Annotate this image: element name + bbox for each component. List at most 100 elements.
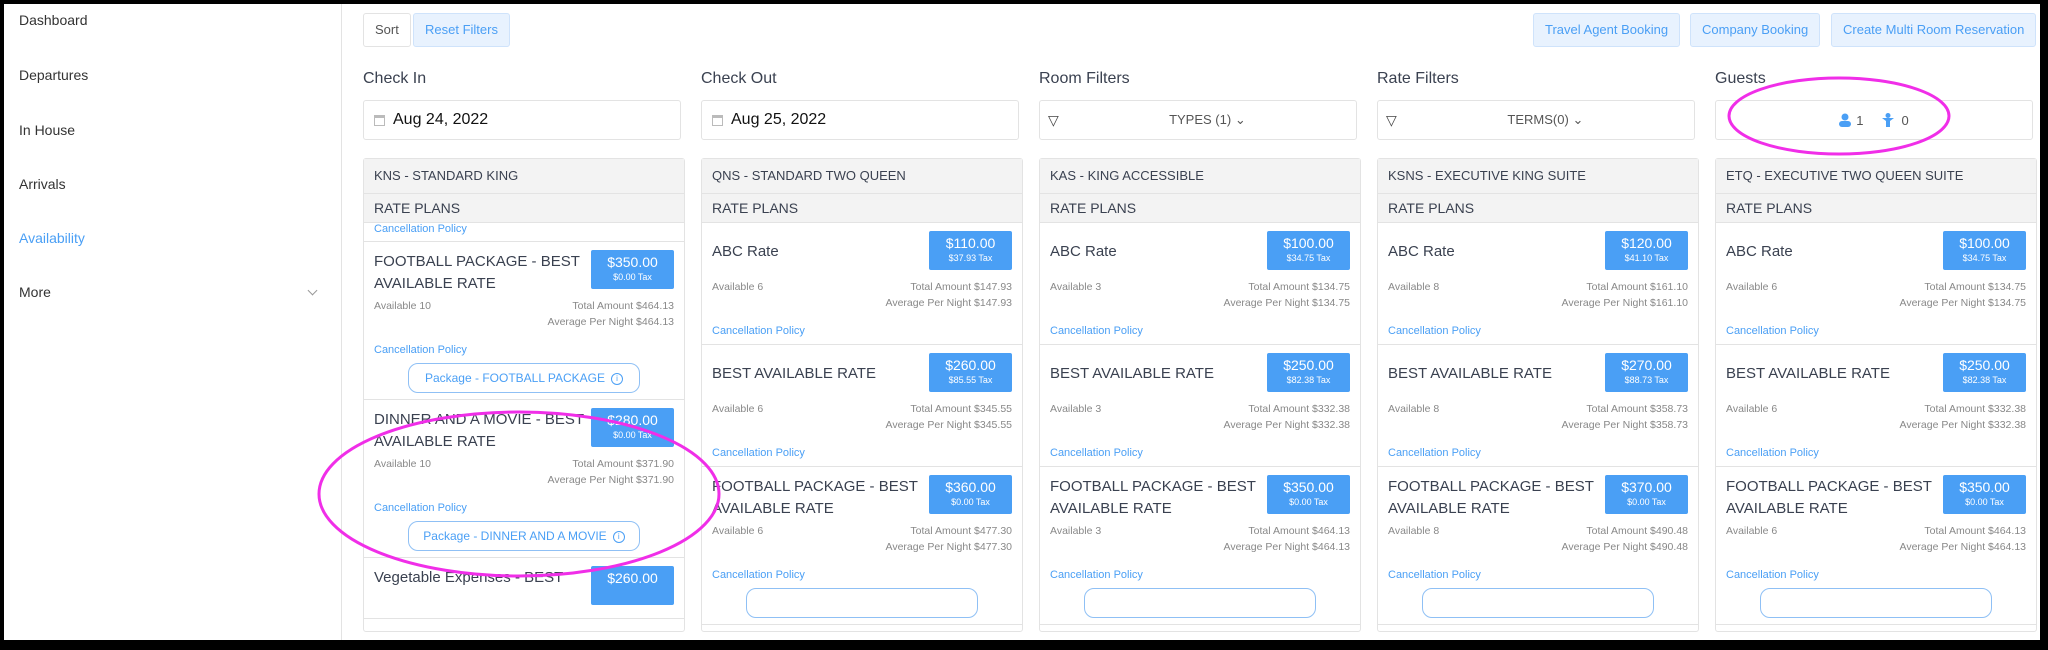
cancellation-policy-link[interactable]: Cancellation Policy — [1726, 569, 1819, 581]
chevron-down-icon[interactable] — [307, 285, 318, 296]
rate-price-button[interactable]: $260.00 $85.55 Tax — [929, 353, 1012, 392]
sidebar-item-in-house[interactable]: In House — [19, 122, 76, 138]
rate-plan-details: Available 10 Total Amount $371.90 Average … — [374, 456, 674, 488]
sidebar-item-dashboard[interactable]: Dashboard — [19, 12, 88, 28]
cancellation-policy-link[interactable]: Cancellation Policy — [1388, 447, 1481, 459]
cancellation-policy-link[interactable]: Cancellation Policy — [712, 447, 805, 459]
cancellation-policy-link[interactable]: Cancellation Policy — [1726, 447, 1819, 459]
rate-plan-item: Vegetable Expenses - BEST $260.00 — [364, 558, 684, 619]
sidebar-item-departures[interactable]: Departures — [19, 67, 89, 83]
cancellation-policy-link[interactable]: Cancellation Policy — [374, 223, 467, 235]
package-button[interactable] — [1422, 588, 1654, 618]
rate-plan-details: Available 8 Total Amount $358.73 Average P… — [1388, 401, 1688, 433]
average-per-night: Average Per Night $332.38 — [1223, 419, 1350, 431]
availability-count: Available 10 — [374, 458, 432, 470]
sort-button[interactable]: Sort — [363, 13, 411, 47]
cancellation-policy-link[interactable]: Cancellation Policy — [1050, 447, 1143, 459]
rate-plan-details: Available 8 Total Amount $161.10 Average P… — [1388, 279, 1688, 311]
rate-tax: $0.00 Tax — [951, 497, 990, 507]
rate-price-button[interactable]: $100.00 $34.75 Tax — [1267, 231, 1350, 270]
package-button[interactable]: Package - DINNER AND A MOVIE i — [408, 521, 640, 551]
cancellation-policy-link[interactable]: Cancellation Policy — [1050, 325, 1143, 337]
package-button[interactable] — [1084, 588, 1316, 618]
cancellation-policy-link[interactable]: Cancellation Policy — [1726, 325, 1819, 337]
package-button[interactable]: Package - FOOTBALL PACKAGE i — [408, 363, 640, 393]
app-window: Dashboard Departures In House Arrivals A… — [4, 4, 2040, 640]
rate-plan-item: BEST AVAILABLE RATE $270.00 $88.73 Tax Avai… — [1378, 345, 1698, 467]
rate-price-button[interactable]: $110.00 $37.93 Tax — [929, 231, 1012, 270]
rate-price-button[interactable]: $370.00 $0.00 Tax — [1605, 475, 1688, 514]
travel-agent-booking-button[interactable]: Travel Agent Booking — [1533, 13, 1681, 47]
availability-main: Sort Reset Filters Travel Agent Booking … — [363, 4, 2040, 640]
cancellation-policy-link[interactable]: Cancellation Policy — [1050, 569, 1143, 581]
rate-price-button[interactable]: $100.00 $34.75 Tax — [1943, 231, 2026, 270]
package-label: Package - FOOTBALL PACKAGE — [424, 371, 606, 385]
room-filters-select[interactable]: ▽ TYPES (1) ⌄ — [1039, 100, 1357, 140]
rate-plan-details: Available 10 Total Amount $464.13 Average … — [374, 298, 674, 330]
rate-plan-item: ABC Rate $120.00 $41.10 Tax Available 8 Tota… — [1378, 223, 1698, 345]
cancellation-policy-link[interactable]: Cancellation Policy — [1388, 569, 1481, 581]
sidebar-item-more[interactable]: More — [19, 284, 51, 300]
rate-plan-list[interactable]: ABC Rate $110.00 $37.93 Tax Available 6 Tota… — [702, 223, 1022, 625]
check-in-field[interactable]: Aug 24, 2022 — [363, 100, 681, 140]
rate-price-button[interactable]: $250.00 $82.38 Tax — [1943, 353, 2026, 392]
rate-price-button[interactable]: $270.00 $88.73 Tax — [1605, 353, 1688, 392]
rate-totals: Total Amount $332.38 Average Per Night $3… — [1224, 401, 1350, 433]
cancellation-policy-link[interactable]: Cancellation Policy — [712, 325, 805, 337]
guests-field[interactable]: 1 0 — [1715, 100, 2033, 140]
rate-price: $280.00 — [607, 412, 658, 428]
rate-plan-list[interactable]: ABC Rate $120.00 $41.10 Tax Available 8 Tota… — [1378, 223, 1698, 625]
check-out-value: Aug 25, 2022 — [731, 111, 827, 128]
cancellation-policy-link[interactable]: Cancellation Policy — [712, 569, 805, 581]
rate-plans-header: RATE PLANS — [1040, 194, 1360, 223]
company-booking-button[interactable]: Company Booking — [1690, 13, 1821, 47]
rate-plan-item: FOOTBALL PACKAGE - BEST AVAILABLE RATE $3… — [1716, 467, 2036, 625]
rate-price-button[interactable]: $250.00 $82.38 Tax — [1267, 353, 1350, 392]
average-per-night: Average Per Night $134.75 — [1899, 297, 2026, 309]
rate-tax: $34.75 Tax — [1286, 253, 1331, 263]
room-filters-value: TYPES (1) — [1169, 112, 1232, 127]
rate-totals: Total Amount $464.13 Average Per Night $4… — [1224, 523, 1350, 555]
average-per-night: Average Per Night $161.10 — [1561, 297, 1688, 309]
calendar-icon — [374, 114, 385, 126]
rate-price-button[interactable]: $120.00 $41.10 Tax — [1605, 231, 1688, 270]
cancellation-policy-link[interactable]: Cancellation Policy — [374, 344, 467, 356]
check-out-field[interactable]: Aug 25, 2022 — [701, 100, 1019, 140]
rate-plan-list[interactable]: ABC Rate $100.00 $34.75 Tax Available 3 Tota… — [1040, 223, 1360, 625]
reset-filters-button[interactable]: Reset Filters — [413, 13, 510, 47]
rate-price-button[interactable]: $280.00 $0.00 Tax — [591, 408, 674, 447]
sidebar-item-availability[interactable]: Availability — [19, 230, 85, 246]
rate-price-button[interactable]: $350.00 $0.00 Tax — [1943, 475, 2026, 514]
total-amount: Total Amount $147.93 — [910, 281, 1012, 293]
rate-filters-select[interactable]: ▽ TERMS(0) ⌄ — [1377, 100, 1695, 140]
availability-count: Available 6 — [1726, 281, 1778, 293]
rate-price-button[interactable]: $350.00 $0.00 Tax — [591, 250, 674, 289]
rate-plan-details: Available 6 Total Amount $332.38 Average P… — [1726, 401, 2026, 433]
total-amount: Total Amount $332.38 — [1248, 403, 1350, 415]
rate-totals: Total Amount $147.93 Average Per Night $1… — [886, 279, 1012, 311]
rate-price-button[interactable]: $360.00 $0.00 Tax — [929, 475, 1012, 514]
rate-plan-item: ABC Rate $100.00 $34.75 Tax Available 6 Tota… — [1716, 223, 2036, 345]
cancellation-policy-link[interactable]: Cancellation Policy — [374, 502, 467, 514]
adults-count: 1 — [1856, 112, 1864, 128]
rate-plan-header: FOOTBALL PACKAGE - BEST AVAILABLE RATE $3… — [1726, 475, 2026, 521]
package-button[interactable] — [1760, 588, 1992, 618]
rate-price: $350.00 — [607, 254, 658, 270]
rate-plan-list[interactable]: Cancellation Policy FOOTBALL PACKAGE - BE… — [364, 223, 684, 619]
rate-plan-header: DINNER AND A MOVIE - BEST AVAILABLE RATE… — [374, 408, 674, 454]
package-button[interactable] — [746, 588, 978, 618]
rate-plan-list[interactable]: ABC Rate $100.00 $34.75 Tax Available 6 Tota… — [1716, 223, 2036, 625]
rate-price: $260.00 — [945, 357, 996, 373]
rate-price-button[interactable]: $260.00 — [591, 566, 674, 605]
availability-count: Available 3 — [1050, 281, 1102, 293]
rate-price: $350.00 — [1959, 479, 2010, 495]
cancellation-policy-link[interactable]: Cancellation Policy — [1388, 325, 1481, 337]
rate-plan-details: Available 6 Total Amount $147.93 Average P… — [712, 279, 1012, 311]
rate-price-button[interactable]: $350.00 $0.00 Tax — [1267, 475, 1350, 514]
sidebar-item-arrivals[interactable]: Arrivals — [19, 176, 66, 192]
create-multi-room-reservation-button[interactable]: Create Multi Room Reservation — [1831, 13, 2037, 47]
rate-plan-header: BEST AVAILABLE RATE $250.00 $82.38 Tax — [1050, 353, 1350, 399]
availability-count: Available 6 — [712, 403, 764, 415]
average-per-night: Average Per Night $464.13 — [1223, 541, 1350, 553]
rate-plan-title: Vegetable Expenses - BEST — [374, 569, 564, 586]
